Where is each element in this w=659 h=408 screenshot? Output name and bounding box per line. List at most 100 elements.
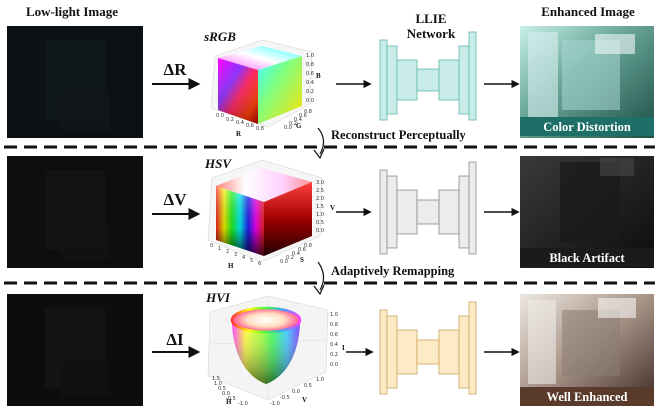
tick-label: 0.5 [218,386,226,392]
tick-label: 5 [250,258,253,264]
network-block [379,309,388,395]
tick-label: 0.0 [284,125,292,131]
tick-label: -0.5 [226,396,236,402]
tick-label: 1 [218,246,221,252]
tick-label: 6 [258,261,261,267]
tick-label: 0.8 [306,62,314,68]
color-space-label-3: HVI [205,290,231,305]
tick-label: 0.8 [304,243,312,249]
tick-label: 0.2 [286,255,294,261]
tick-label: 0.8 [304,109,312,115]
hsv-cube-top [216,168,312,202]
row-srgb: ΔR sRGB 0.0 0.2 0.4 0.6 0.8 0.0 0.2 0.4 … [7,26,654,138]
tick-label: 0.2 [306,89,314,95]
axis-label-hvi-h: H [226,398,232,406]
delta-label-2: ΔV [164,190,188,209]
delta-label-3: ΔI [166,330,184,349]
tick-label: 0 [210,243,213,249]
tick-label: 0.0 [216,113,224,119]
network-block [396,329,418,375]
axis-label-hvi-i: I [342,344,345,352]
network-block [386,45,398,115]
tick-label: -1.0 [238,401,248,407]
network-block [396,189,418,235]
network-block [386,315,398,389]
llie-network-3 [379,301,477,395]
tick-label: 1.5 [212,376,220,382]
header-llie-line1: LLIE [415,11,446,26]
srgb-cube-side [258,56,302,124]
tick-label: 0.8 [330,322,338,328]
tick-label: 1.0 [316,212,324,218]
tick-label: -1.0 [270,401,280,407]
hvi-tick-labels: 1.5 1.0 0.5 0.0 -0.5 -1.0 -1.0 -0.5 0.0 … [212,312,338,407]
network-block [468,161,477,255]
network-block [379,169,388,255]
network-block [458,45,470,115]
axis-label-hvi-v: V [302,396,307,404]
axis-label-srgb-r: R [236,130,242,138]
tick-label: 0.6 [246,123,254,129]
network-block [416,339,440,365]
network-block [416,68,440,92]
network-block [438,59,460,101]
delta-label-1: ΔR [164,60,188,79]
swirl-arrow-1 [317,127,325,155]
tick-label: 3 [234,252,237,258]
tick-label: 1.0 [330,312,338,318]
network-block [438,329,460,375]
header-llie-line2: Network [407,26,456,41]
tick-label: 1.0 [316,377,324,383]
tick-label: 0.8 [256,126,264,132]
tick-label: 0.0 [292,389,300,395]
caption-box-1 [520,117,654,136]
result-caption-1: Color Distortion [543,120,631,134]
tick-label: 0.2 [330,352,338,358]
network-block [396,59,418,101]
network-block [468,31,477,121]
network-block [386,175,398,249]
tick-label: 0.4 [236,120,244,126]
tick-label: 0.5 [304,383,312,389]
tick-label: 0.4 [292,251,300,257]
tick-label: 2.0 [316,196,324,202]
tick-label: 0.4 [330,342,338,348]
row-hsv: ΔV HSV 0 1 2 3 4 5 6 0.0 0.2 0.4 0.6 0.8 [7,156,654,270]
tick-label: 0.0 [316,228,324,234]
network-block [379,39,388,121]
tick-label: 0.4 [306,80,314,86]
tick-label: 0.4 [294,117,302,123]
llie-network-1 [379,31,477,121]
srgb-cube-top [218,46,302,70]
color-space-label-1: sRGB [203,29,236,44]
axis-label-hsv-s: S [300,256,304,264]
tick-label: 0.2 [226,117,234,123]
tick-label: 0.0 [306,98,314,104]
tick-label: 4 [242,255,245,261]
network-block [416,199,440,225]
llie-network-2 [379,161,477,255]
tick-label: 0.0 [330,362,338,368]
srgb-tick-labels: 0.0 0.2 0.4 0.6 0.8 0.0 0.2 0.4 0.6 0.8 … [216,53,314,132]
tick-label: 0.6 [298,247,306,253]
color-space-label-2: HSV [204,156,232,171]
tick-label: 2 [226,249,229,255]
caption-box-3 [520,387,654,406]
tick-label: 3.0 [316,180,324,186]
header-enhanced: Enhanced Image [541,4,635,19]
network-block [438,189,460,235]
hvi-bowl-top [232,308,300,332]
srgb-cube-plot: 0.0 0.2 0.4 0.6 0.8 0.0 0.2 0.4 0.6 0.8 … [210,39,321,138]
tick-label: 0.2 [289,121,297,127]
transition-label-1: Reconstruct Perceptually [331,128,467,142]
caption-box-2 [520,248,654,267]
hsv-cube-side [264,182,312,256]
network-block [458,315,470,389]
tick-label: 0.6 [299,113,307,119]
network-block [458,175,470,249]
tick-label: 0.6 [330,332,338,338]
row-hvi: ΔI HVI 1.5 1.0 0.5 0.0 -0.5 -1.0 -1.0 -0… [7,290,654,407]
tick-label: 0.5 [316,220,324,226]
tick-label: 1.5 [316,204,324,210]
tick-label: 0.0 [280,259,288,265]
